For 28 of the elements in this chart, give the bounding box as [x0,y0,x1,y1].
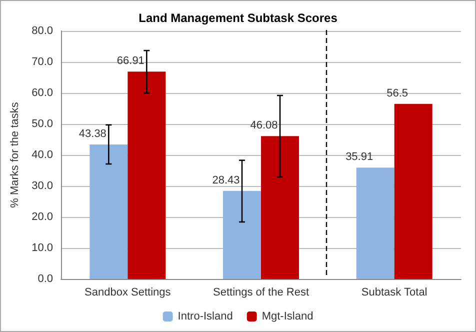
y-tick-label: 20.0 [32,211,53,223]
y-tick-label: 0.0 [38,273,53,285]
data-label: 66.91 [116,55,144,68]
data-label: 46.08 [250,120,278,132]
y-tick-label: 40.0 [32,149,53,161]
data-label: 28.43 [212,174,240,186]
bar [394,104,432,279]
data-label: 35.91 [346,151,374,164]
bar [90,144,128,279]
bar [356,168,394,279]
y-tick-label: 70.0 [32,56,53,68]
y-axis-title: % Marks for the tasks [9,102,22,208]
bar [128,72,166,279]
data-label: 56.5 [386,87,408,100]
x-tick-label: Subtask Total [361,286,428,298]
data-label: 43.38 [78,128,106,140]
y-tick-label: 30.0 [32,180,53,192]
y-tick-label: 50.0 [32,118,53,130]
y-tick-label: 80.0 [32,25,53,37]
chart-title: Land Management Subtask Scores [138,11,338,25]
y-tick-label: 10.0 [32,242,53,254]
y-tick-label: 60.0 [32,87,53,99]
bar [223,190,261,279]
x-tick-label: Settings of the Rest [213,286,309,298]
x-tick-label: Sandbox Settings [84,286,172,298]
legend-label: Intro-Island [178,310,233,322]
bar [261,136,299,279]
legend-label: Mgt-Island [262,310,314,322]
